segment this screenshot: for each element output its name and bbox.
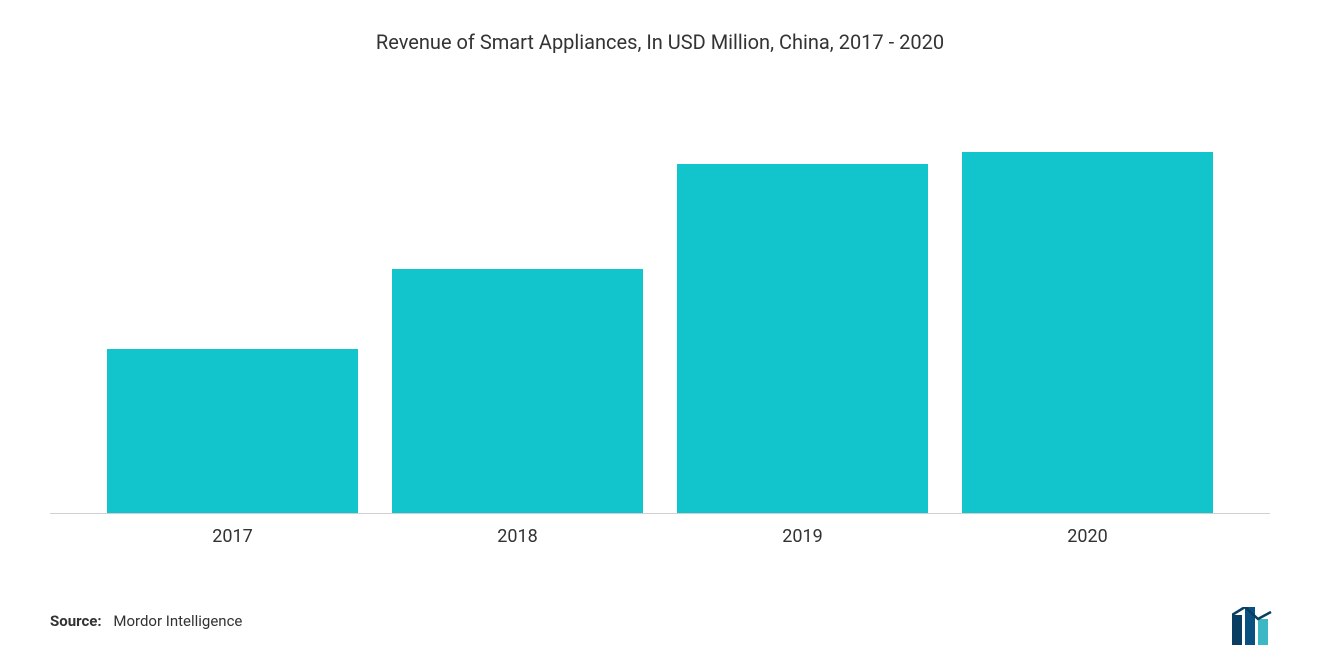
x-label: 2018 [392,526,643,547]
bar-2017 [107,349,358,513]
bar-2020 [962,152,1213,513]
source-value: Mordor Intelligence [113,612,242,630]
bar-wrapper [107,349,358,513]
bar-2019 [677,164,928,513]
x-label: 2017 [107,526,358,547]
source-label: Source: [50,612,102,630]
bar-wrapper [392,269,643,513]
bar-wrapper [962,152,1213,513]
bar-wrapper [677,164,928,513]
x-label: 2019 [677,526,928,547]
chart-title: Revenue of Smart Appliances, In USD Mill… [50,30,1270,54]
x-label: 2020 [962,526,1213,547]
x-axis-labels: 2017 2018 2019 2020 [50,514,1270,547]
bar-2018 [392,269,643,513]
mordor-logo-icon [1232,607,1280,645]
source-attribution: Source: Mordor Intelligence [50,612,242,630]
chart-container: Revenue of Smart Appliances, In USD Mill… [0,0,1320,665]
chart-plot-area [50,94,1270,514]
